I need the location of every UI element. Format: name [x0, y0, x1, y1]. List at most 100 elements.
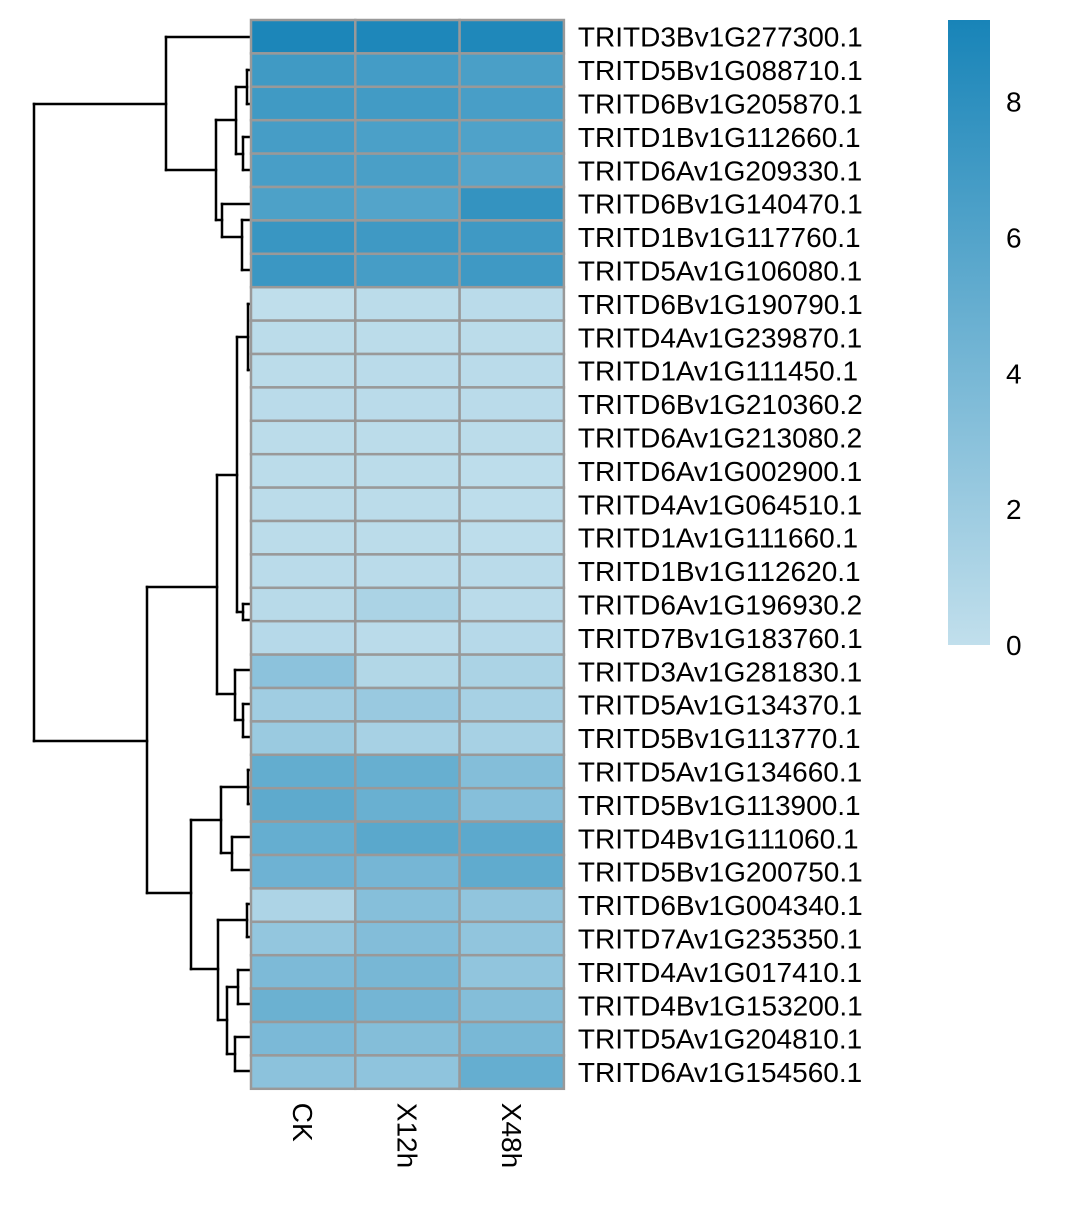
- heatmap-cell: [354, 152, 461, 189]
- heatmap-cell: [458, 386, 566, 423]
- heatmap-cell: [249, 519, 357, 556]
- heatmap-cell: [249, 720, 357, 757]
- heatmap-cell: [458, 1054, 566, 1091]
- heatmap-cell: [458, 219, 566, 256]
- row-label: TRITD5Av1G204810.1: [578, 1024, 862, 1055]
- legend-tick-label: 4: [1006, 358, 1022, 389]
- heatmap-cell: [458, 619, 566, 656]
- color-legend-bar: [948, 20, 990, 645]
- heatmap-cell: [249, 219, 357, 256]
- heatmap-cell: [458, 18, 566, 55]
- row-label: TRITD1Bv1G117760.1: [578, 222, 861, 253]
- row-label: TRITD6Av1G002900.1: [578, 456, 862, 487]
- heatmap-cell: [354, 352, 461, 389]
- heatmap-cell: [249, 152, 357, 189]
- row-label: TRITD5Av1G134660.1: [578, 757, 862, 788]
- row-label: TRITD5Av1G106080.1: [578, 256, 862, 287]
- heatmap-cell: [354, 85, 461, 122]
- heatmap-cell: [458, 285, 566, 322]
- heatmap-cell: [249, 386, 357, 423]
- heatmap-cell: [249, 252, 357, 289]
- heatmap-cell: [249, 853, 357, 890]
- heatmap-cell: [249, 1020, 357, 1057]
- heatmap-cell: [249, 319, 357, 356]
- heatmap-cell: [458, 319, 566, 356]
- heatmap-cell: [458, 653, 566, 690]
- heatmap-cells: [249, 18, 566, 1091]
- heatmap-cell: [354, 586, 461, 623]
- heatmap-cell: [249, 987, 357, 1024]
- heatmap-cell: [249, 118, 357, 155]
- heatmap-cell: [354, 118, 461, 155]
- row-label: TRITD4Av1G064510.1: [578, 489, 862, 520]
- heatmap-cell: [354, 619, 461, 656]
- legend-tick-label: 2: [1006, 494, 1022, 525]
- row-label: TRITD6Av1G196930.2: [578, 590, 862, 621]
- row-label: TRITD6Av1G209330.1: [578, 155, 862, 186]
- heatmap-cell: [249, 185, 357, 222]
- heatmap-cell: [354, 753, 461, 790]
- heatmap-cell: [249, 18, 357, 55]
- row-label: TRITD1Av1G111450.1: [578, 356, 858, 387]
- row-label: TRITD1Av1G111660.1: [578, 523, 858, 554]
- heatmap-cell: [249, 452, 357, 489]
- row-label: TRITD4Bv1G111060.1: [578, 823, 859, 854]
- heatmap-cell: [249, 586, 357, 623]
- heatmap-cell: [249, 419, 357, 456]
- heatmap-cell: [458, 586, 566, 623]
- heatmap-cell: [458, 52, 566, 89]
- heatmap-cell: [458, 820, 566, 857]
- heatmap-cell: [354, 185, 461, 222]
- row-label: TRITD6Bv1G190790.1: [578, 289, 863, 320]
- heatmap-cell: [354, 553, 461, 590]
- row-label: TRITD3Bv1G277300.1: [578, 22, 863, 53]
- heatmap-cell: [249, 1054, 357, 1091]
- row-label: TRITD7Av1G235350.1: [578, 924, 862, 955]
- heatmap-cell: [458, 987, 566, 1024]
- heatmap-cell: [249, 653, 357, 690]
- color-legend: 0 2 4 6 8: [948, 20, 1022, 661]
- heatmap-cell: [249, 285, 357, 322]
- heatmap-cell: [354, 386, 461, 423]
- heatmap-cell: [458, 152, 566, 189]
- row-label: TRITD6Av1G213080.2: [578, 423, 862, 454]
- heatmap-cell: [354, 720, 461, 757]
- row-label: TRITD6Bv1G210360.2: [578, 389, 863, 420]
- heatmap-cell: [458, 1020, 566, 1057]
- heatmap-cell: [354, 252, 461, 289]
- row-label: TRITD6Bv1G140470.1: [578, 189, 863, 220]
- row-label: TRITD5Bv1G088710.1: [578, 55, 863, 86]
- row-label: TRITD6Av1G154560.1: [578, 1057, 862, 1088]
- heatmap-cell: [354, 686, 461, 723]
- row-label: TRITD4Av1G017410.1: [578, 957, 862, 988]
- row-label: TRITD7Bv1G183760.1: [578, 623, 863, 654]
- row-label: TRITD1Bv1G112660.1: [578, 122, 861, 153]
- column-label: CK: [287, 1103, 318, 1142]
- heatmap-cell: [354, 853, 461, 890]
- heatmap-cell: [354, 953, 461, 990]
- heatmap-cell: [354, 18, 461, 55]
- heatmap-cell: [354, 519, 461, 556]
- row-label: TRITD5Av1G134370.1: [578, 690, 862, 721]
- heatmap-cell: [354, 887, 461, 924]
- row-label: TRITD1Bv1G112620.1: [578, 556, 861, 587]
- heatmap-cell: [458, 853, 566, 890]
- row-label: TRITD4Av1G239870.1: [578, 322, 862, 353]
- heatmap-cell: [458, 486, 566, 523]
- row-label: TRITD6Bv1G004340.1: [578, 890, 863, 921]
- heatmap-cell: [249, 486, 357, 523]
- row-dendrogram: [32, 35, 253, 1073]
- heatmap-cell: [354, 419, 461, 456]
- heatmap-cell: [249, 52, 357, 89]
- heatmap-cell: [458, 185, 566, 222]
- heatmap-cell: [458, 953, 566, 990]
- row-label: TRITD5Bv1G200750.1: [578, 857, 863, 888]
- color-legend-ticks: 0 2 4 6 8: [1006, 87, 1022, 661]
- heatmap-cell: [354, 920, 461, 957]
- heatmap-cell: [354, 452, 461, 489]
- heatmap-cell: [458, 118, 566, 155]
- row-label: TRITD5Bv1G113900.1: [578, 790, 861, 821]
- heatmap-cell: [354, 219, 461, 256]
- legend-tick-label: 0: [1006, 630, 1022, 661]
- heatmap-cell: [249, 953, 357, 990]
